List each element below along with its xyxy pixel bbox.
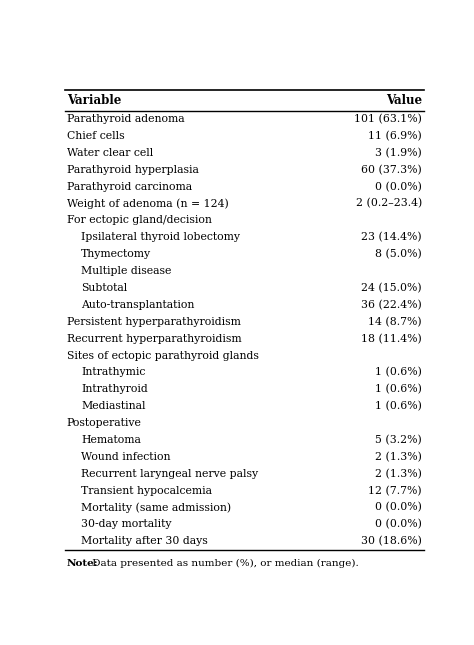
Bar <box>65 499 424 516</box>
Bar <box>65 465 424 482</box>
Text: Parathyroid hyperplasia: Parathyroid hyperplasia <box>66 164 199 175</box>
Text: 101 (63.1%): 101 (63.1%) <box>354 114 422 124</box>
Bar <box>65 229 424 246</box>
Text: Ipsilateral thyroid lobectomy: Ipsilateral thyroid lobectomy <box>82 232 240 243</box>
Text: 30-day mortality: 30-day mortality <box>82 519 172 530</box>
Bar <box>65 111 424 128</box>
Text: Water clear cell: Water clear cell <box>66 148 153 158</box>
Bar <box>65 533 424 550</box>
Text: 1 (0.6%): 1 (0.6%) <box>375 384 422 395</box>
Text: Wound infection: Wound infection <box>82 452 171 462</box>
Text: Auto-transplantation: Auto-transplantation <box>82 300 195 310</box>
Text: Value: Value <box>386 94 422 106</box>
Text: 30 (18.6%): 30 (18.6%) <box>361 536 422 546</box>
Bar <box>65 516 424 533</box>
Bar <box>65 144 424 161</box>
Bar <box>65 246 424 263</box>
Bar <box>65 313 424 330</box>
Bar <box>65 279 424 297</box>
Text: Mediastinal: Mediastinal <box>82 401 146 411</box>
Text: 2 (1.3%): 2 (1.3%) <box>375 468 422 479</box>
Text: 11 (6.9%): 11 (6.9%) <box>368 131 422 141</box>
Text: Transient hypocalcemia: Transient hypocalcemia <box>82 486 212 495</box>
Text: 1 (0.6%): 1 (0.6%) <box>375 367 422 377</box>
Text: 1 (0.6%): 1 (0.6%) <box>375 401 422 412</box>
Text: Persistent hyperparathyroidism: Persistent hyperparathyroidism <box>66 317 240 327</box>
Bar <box>65 330 424 347</box>
Text: Recurrent hyperparathyroidism: Recurrent hyperparathyroidism <box>66 333 241 344</box>
Text: 36 (22.4%): 36 (22.4%) <box>361 300 422 310</box>
Text: Weight of adenoma (n = 124): Weight of adenoma (n = 124) <box>66 198 228 209</box>
Text: 18 (11.4%): 18 (11.4%) <box>361 333 422 344</box>
Text: 24 (15.0%): 24 (15.0%) <box>361 283 422 293</box>
Text: 5 (3.2%): 5 (3.2%) <box>375 435 422 445</box>
Bar <box>65 178 424 195</box>
Text: 2 (1.3%): 2 (1.3%) <box>375 451 422 462</box>
Text: 14 (8.7%): 14 (8.7%) <box>368 317 422 327</box>
Text: 8 (5.0%): 8 (5.0%) <box>375 249 422 259</box>
Bar <box>65 297 424 313</box>
Text: Parathyroid adenoma: Parathyroid adenoma <box>66 114 184 124</box>
Text: Postoperative: Postoperative <box>66 418 141 428</box>
Text: 3 (1.9%): 3 (1.9%) <box>375 148 422 158</box>
Text: Intrathyroid: Intrathyroid <box>82 384 148 394</box>
Text: Data presented as number (%), or median (range).: Data presented as number (%), or median … <box>89 559 358 568</box>
Text: Subtotal: Subtotal <box>82 283 128 293</box>
Text: Thymectomy: Thymectomy <box>82 249 151 259</box>
Text: Mortality (same admission): Mortality (same admission) <box>82 502 231 513</box>
Bar <box>65 364 424 381</box>
Text: Sites of ectopic parathyroid glands: Sites of ectopic parathyroid glands <box>66 350 258 361</box>
Text: For ectopic gland/decision: For ectopic gland/decision <box>66 215 211 226</box>
Text: Intrathymic: Intrathymic <box>82 368 146 377</box>
Text: 0 (0.0%): 0 (0.0%) <box>375 519 422 530</box>
Text: Recurrent laryngeal nerve palsy: Recurrent laryngeal nerve palsy <box>82 469 258 479</box>
Bar <box>65 415 424 432</box>
Bar <box>65 482 424 499</box>
Text: 60 (37.3%): 60 (37.3%) <box>361 164 422 175</box>
Bar <box>65 263 424 279</box>
Text: Multiple disease: Multiple disease <box>82 266 172 276</box>
Text: 0 (0.0%): 0 (0.0%) <box>375 502 422 513</box>
Bar <box>65 161 424 178</box>
Bar <box>65 398 424 415</box>
Bar <box>65 448 424 465</box>
Text: Parathyroid carcinoma: Parathyroid carcinoma <box>66 182 191 192</box>
Bar <box>65 381 424 398</box>
Text: Hematoma: Hematoma <box>82 435 141 445</box>
Bar <box>65 195 424 212</box>
Bar <box>65 432 424 448</box>
Bar <box>65 347 424 364</box>
Bar <box>65 128 424 144</box>
Text: 0 (0.0%): 0 (0.0%) <box>375 181 422 192</box>
Text: Chief cells: Chief cells <box>66 131 124 141</box>
Text: 2 (0.2–23.4): 2 (0.2–23.4) <box>356 199 422 209</box>
Text: Note:: Note: <box>66 559 98 568</box>
Text: 23 (14.4%): 23 (14.4%) <box>361 232 422 243</box>
Text: Variable: Variable <box>66 94 121 106</box>
Bar <box>65 212 424 229</box>
Text: Mortality after 30 days: Mortality after 30 days <box>82 536 208 546</box>
Text: 12 (7.7%): 12 (7.7%) <box>368 486 422 496</box>
